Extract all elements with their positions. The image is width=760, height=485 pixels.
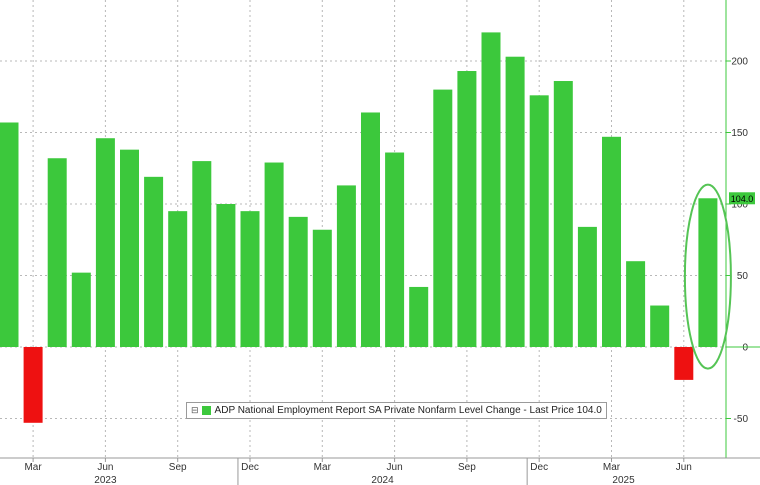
bar [264, 162, 284, 347]
bar [577, 226, 597, 347]
x-tick-label: Jun [387, 462, 403, 473]
legend[interactable]: ⊟ ADP National Employment Report SA Priv… [186, 402, 607, 419]
bar [602, 136, 621, 347]
last-price-badge [729, 192, 755, 205]
y-tick-label: 50 [737, 271, 749, 282]
x-tick-label: Dec [530, 462, 548, 473]
bar [192, 161, 212, 347]
x-tick-label: Jun [676, 462, 692, 473]
bar [626, 261, 646, 347]
x-tick-label: Mar [603, 462, 621, 473]
x-tick-label: Sep [458, 462, 476, 473]
year-label: 2024 [371, 475, 394, 485]
bar [529, 95, 549, 347]
year-label: 2023 [94, 475, 117, 485]
bars [0, 32, 718, 423]
y-tick-label: 200 [731, 57, 748, 68]
bar [505, 56, 525, 348]
bar [288, 216, 308, 347]
bar [120, 149, 139, 347]
bar [553, 81, 573, 348]
bar [144, 176, 164, 347]
bar [336, 185, 356, 347]
bar [216, 204, 236, 347]
bar [312, 229, 332, 347]
bar [240, 211, 260, 347]
x-tick-label: Jun [97, 462, 113, 473]
bar [698, 198, 718, 347]
y-tick-label: 150 [731, 128, 748, 139]
bar [168, 211, 188, 347]
bar [385, 152, 405, 347]
bar [95, 138, 115, 347]
year-label: 2025 [612, 475, 635, 485]
last-price-label: 104.0 [731, 194, 754, 204]
bar [650, 305, 670, 347]
bar [481, 32, 501, 348]
bar [674, 347, 694, 380]
bar [409, 286, 429, 347]
x-tick-label: Mar [314, 462, 332, 473]
x-tick-label: Dec [241, 462, 259, 473]
x-tick-label: Mar [24, 462, 42, 473]
legend-label: ADP National Employment Report SA Privat… [214, 405, 602, 416]
bar [361, 112, 380, 347]
legend-toggle-icon[interactable]: ⊟ [191, 405, 199, 415]
bar [457, 71, 477, 347]
y-tick-label: -50 [734, 414, 749, 425]
y-tick-label: 100 [731, 200, 748, 211]
x-tick-label: Sep [169, 462, 187, 473]
bar [47, 158, 67, 347]
bar [0, 122, 19, 348]
annotations: 104.0 [683, 183, 755, 370]
bar [23, 347, 43, 423]
bar [71, 272, 91, 347]
legend-swatch [201, 406, 211, 415]
bar [433, 89, 453, 347]
y-tick-label: 0 [742, 343, 748, 354]
highlight-ellipse [683, 183, 732, 370]
